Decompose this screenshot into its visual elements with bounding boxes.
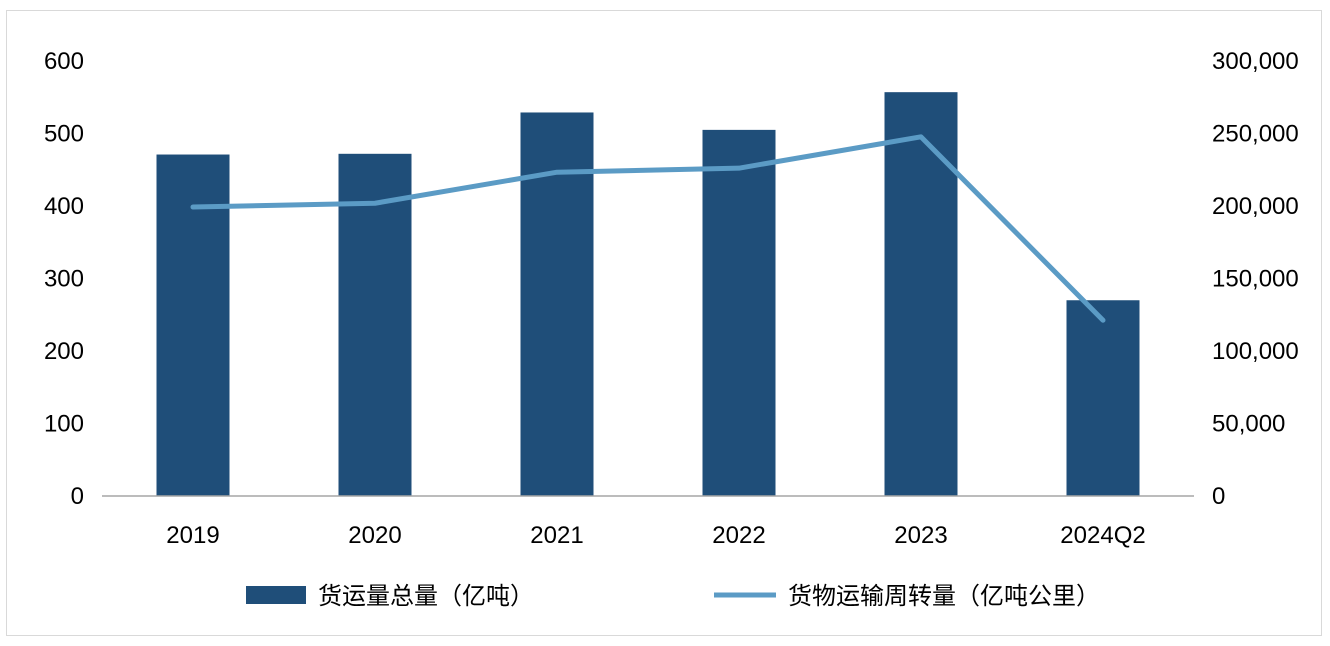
left-tick-label: 500 bbox=[44, 121, 84, 148]
right-tick-label: 300,000 bbox=[1212, 48, 1299, 75]
x-tick-label: 2020 bbox=[348, 522, 401, 549]
x-tick-label: 2021 bbox=[530, 522, 583, 549]
bar bbox=[884, 92, 958, 497]
legend-label-line: 货物运输周转量（亿吨公里） bbox=[788, 583, 1100, 610]
right-tick-label: 200,000 bbox=[1212, 193, 1299, 220]
left-tick-label: 400 bbox=[44, 193, 84, 220]
bar bbox=[1066, 300, 1140, 496]
line-series bbox=[190, 134, 1106, 323]
legend-swatch-bar bbox=[246, 586, 306, 604]
right-axis: 0 50,000 100,000 150,000 200,000 250,000 300,0… bbox=[1212, 48, 1299, 510]
right-tick-label: 0 bbox=[1212, 483, 1225, 510]
x-tick-label: 2022 bbox=[712, 522, 765, 549]
right-tick-label: 250,000 bbox=[1212, 121, 1299, 148]
x-tick-label: 2023 bbox=[894, 522, 947, 549]
left-tick-label: 200 bbox=[44, 338, 84, 365]
bar bbox=[702, 129, 776, 496]
right-tick-label: 150,000 bbox=[1212, 266, 1299, 293]
right-tick-label: 100,000 bbox=[1212, 338, 1299, 365]
x-axis: 2019 2020 2021 2022 2023 2024Q2 bbox=[166, 522, 1145, 549]
left-axis: 0 100 200 300 400 500 600 bbox=[44, 48, 84, 510]
right-tick-label: 50,000 bbox=[1212, 411, 1285, 438]
bar-series bbox=[156, 92, 1140, 497]
left-tick-label: 600 bbox=[44, 48, 84, 75]
legend: 货运量总量（亿吨） 货物运输周转量（亿吨公里） bbox=[246, 583, 1100, 610]
x-tick-label: 2019 bbox=[166, 522, 219, 549]
legend-label-bar: 货运量总量（亿吨） bbox=[318, 583, 534, 610]
x-tick-label: 2024Q2 bbox=[1060, 522, 1145, 549]
left-tick-label: 300 bbox=[44, 266, 84, 293]
bar bbox=[338, 153, 412, 497]
left-tick-label: 100 bbox=[44, 411, 84, 438]
bar bbox=[156, 154, 230, 496]
left-tick-label: 0 bbox=[71, 483, 84, 510]
